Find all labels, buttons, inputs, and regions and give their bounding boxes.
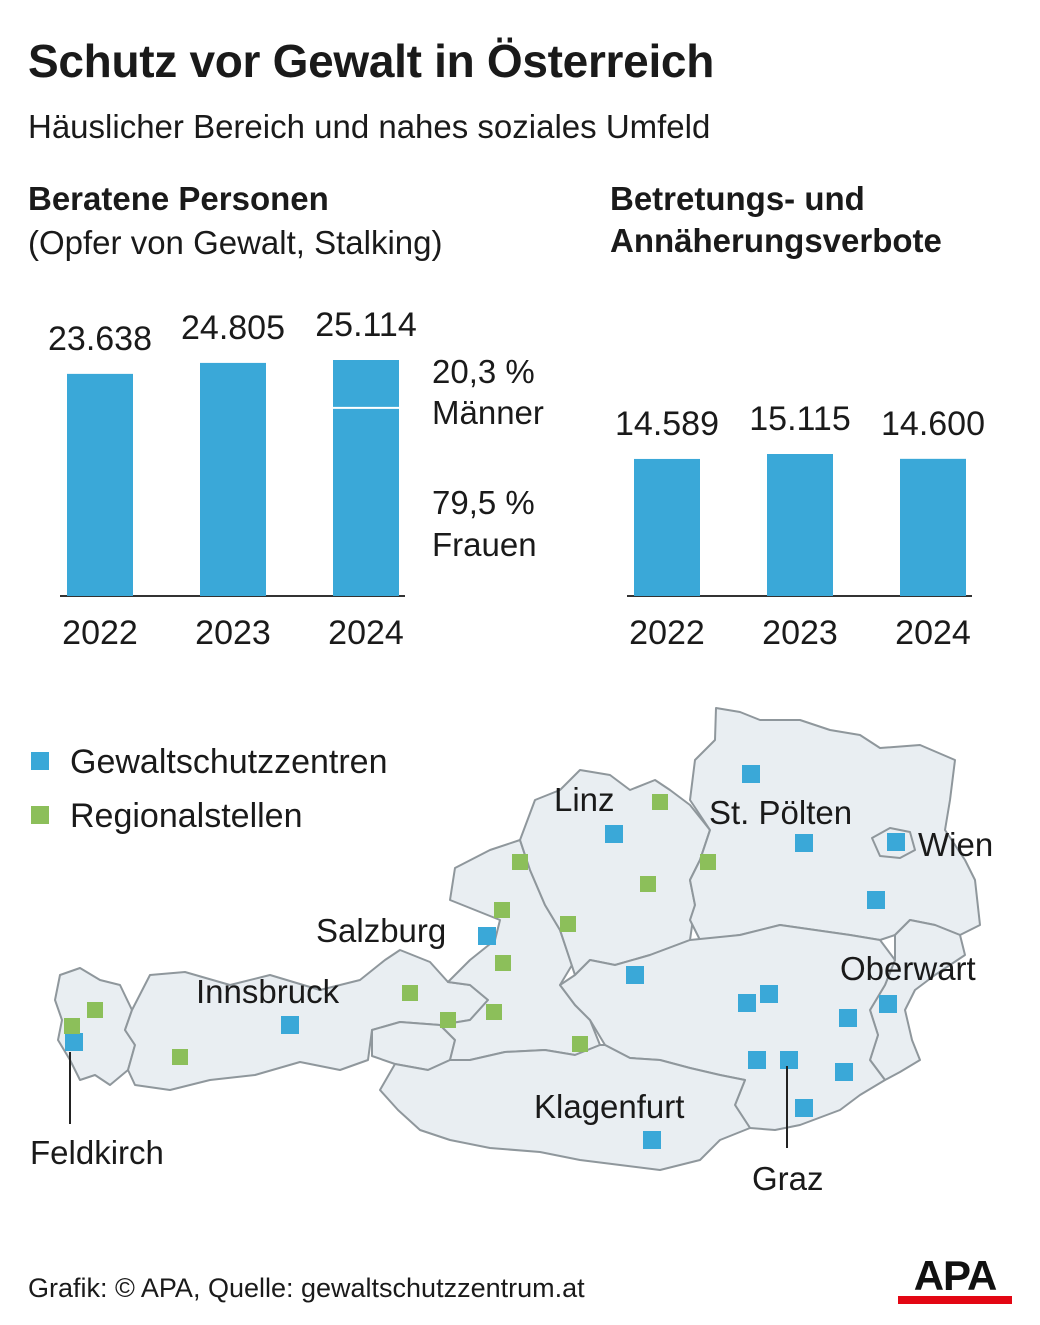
gewaltschutzzentren-markers (65, 765, 905, 1149)
regionalstelle-marker-9 (87, 1002, 103, 1018)
gewaltschutzzentrum-marker-5 (867, 891, 885, 909)
chart-1-value-label-2024: 25.114 (315, 306, 416, 344)
legend-swatch-green (31, 806, 49, 824)
chart-1-value-label-2023: 24.805 (181, 309, 285, 347)
label-oberwart: Oberwart (840, 950, 976, 987)
gewaltschutzzentrum-marker-4 (887, 833, 905, 851)
regionalstellen-markers (64, 794, 716, 1065)
city-labels: Linz St. Pölten Wien Salzburg Innsbruck … (30, 781, 993, 1197)
label-feldkirch: Feldkirch (30, 1134, 164, 1171)
regionalstelle-marker-6 (560, 916, 576, 932)
gewaltschutzzentrum-marker-12 (281, 1016, 299, 1034)
gewaltschutzzentrum-marker-17 (795, 1099, 813, 1117)
chart-2-bar-2022 (634, 458, 700, 596)
bar-charts: 23.638 2022 24.805 2023 25.114 2024 20,3 % Männ… (48, 306, 985, 652)
regionalstelle-marker-3 (700, 854, 716, 870)
chart-2-category-label-2022: 2022 (629, 614, 705, 652)
chart-2-category-label-2024: 2024 (895, 614, 971, 652)
gewaltschutzzentrum-marker-11 (839, 1009, 857, 1027)
footer-source: Grafik: © APA, Quelle: gewaltschutzzentr… (28, 1273, 585, 1303)
chart-2-category-label-2023: 2023 (762, 614, 838, 652)
gewaltschutzzentrum-marker-8 (760, 985, 778, 1003)
chart-1-bar-2022 (67, 373, 133, 596)
breakdown-maenner-value: 20,3 % (432, 353, 535, 390)
gewaltschutzzentrum-marker-18 (643, 1131, 661, 1149)
regionalstelle-marker-13 (572, 1036, 588, 1052)
gewaltschutzzentrum-marker-7 (626, 966, 644, 984)
chart-2-value-label-2023: 15.115 (749, 400, 850, 438)
gewaltschutzzentrum-marker-14 (748, 1051, 766, 1069)
regionalstelle-marker-7 (495, 955, 511, 971)
chart-2-value-label-2022: 14.589 (615, 405, 719, 443)
chart-1-value-label-2022: 23.638 (48, 320, 152, 358)
legend-label-regionalstellen: Regionalstellen (70, 797, 303, 835)
regionalstelle-marker-2 (512, 854, 528, 870)
label-salzburg: Salzburg (316, 912, 446, 949)
page-subtitle: Häuslicher Bereich und nahes soziales Um… (28, 108, 711, 145)
region-vorarlberg (54, 967, 136, 1086)
legend-swatch-blue (31, 752, 49, 770)
regionalstelle-marker-14 (172, 1049, 188, 1065)
breakdown-maenner-label: Männer (432, 394, 544, 431)
breakdown-frauen-label: Frauen (432, 526, 537, 563)
regionalstelle-marker-1 (652, 794, 668, 810)
gewaltschutzzentrum-marker-9 (738, 994, 756, 1012)
chart-2-title-line2: Annäherungsverbote (610, 222, 942, 259)
regionalstelle-marker-11 (486, 1004, 502, 1020)
gewaltschutzzentrum-marker-3 (795, 834, 813, 852)
legend-label-gewaltschutzzentren: Gewaltschutzzentren (70, 743, 388, 781)
label-linz: Linz (554, 781, 615, 818)
apa-logo: APA (896, 1252, 1014, 1306)
chart-1-category-label-2024: 2024 (328, 614, 404, 652)
chart-1-bar-2023 (200, 362, 266, 596)
gewaltschutzzentrum-marker-16 (835, 1063, 853, 1081)
gewaltschutzzentrum-marker-10 (879, 995, 897, 1013)
chart-2-bar-2023 (767, 454, 833, 596)
regionalstelle-marker-12 (64, 1018, 80, 1034)
label-innsbruck: Innsbruck (196, 973, 340, 1010)
chart-1-title: Beratene Personen (28, 180, 329, 217)
regionalstelle-marker-10 (440, 1012, 456, 1028)
chart-2-title-line1: Betretungs- und (610, 180, 865, 217)
gewaltschutzzentrum-marker-13 (65, 1033, 83, 1051)
regionalstelle-marker-5 (494, 902, 510, 918)
regionalstelle-marker-8 (402, 985, 418, 1001)
label-st-poelten: St. Pölten (709, 794, 852, 831)
label-graz: Graz (752, 1160, 824, 1197)
label-wien: Wien (918, 826, 993, 863)
chart-2-value-label-2024: 14.600 (881, 405, 985, 443)
chart-1-subtitle: (Opfer von Gewalt, Stalking) (28, 224, 443, 261)
label-klagenfurt: Klagenfurt (534, 1088, 684, 1125)
regionalstelle-marker-4 (640, 876, 656, 892)
region-niederoesterreich (689, 707, 981, 941)
gewaltschutzzentrum-marker-6 (478, 927, 496, 945)
chart-1-category-label-2022: 2022 (62, 614, 138, 652)
gewaltschutzzentrum-marker-2 (605, 825, 623, 843)
apa-logo-text: APA (913, 1252, 998, 1299)
chart-1-bar-2024 (333, 360, 399, 596)
breakdown-frauen-value: 79,5 % (432, 484, 535, 521)
callout-lines (69, 1052, 788, 1148)
gewaltschutzzentrum-marker-1 (742, 765, 760, 783)
apa-logo-bar (898, 1296, 1012, 1304)
gewaltschutzzentrum-marker-15 (780, 1051, 798, 1069)
chart-1-category-label-2023: 2023 (195, 614, 271, 652)
page-title: Schutz vor Gewalt in Österreich (28, 35, 715, 87)
chart-2-bar-2024 (900, 458, 966, 596)
austria-map: Linz St. Pölten Wien Salzburg Innsbruck … (30, 707, 993, 1197)
